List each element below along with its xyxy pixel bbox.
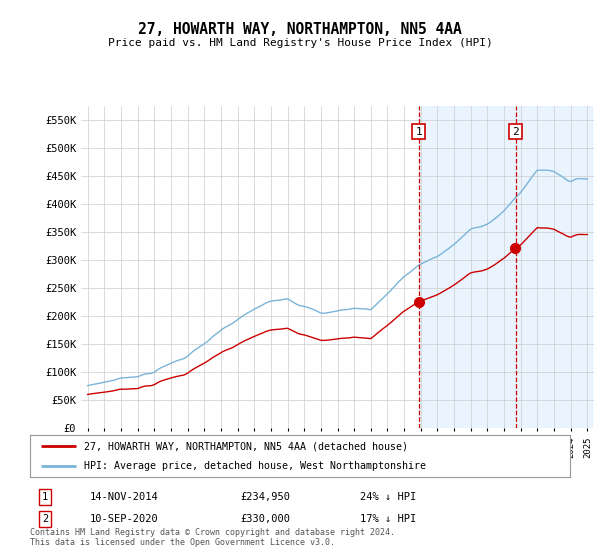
Text: 27, HOWARTH WAY, NORTHAMPTON, NN5 4AA: 27, HOWARTH WAY, NORTHAMPTON, NN5 4AA	[138, 22, 462, 38]
Text: 1: 1	[42, 492, 48, 502]
Text: 24% ↓ HPI: 24% ↓ HPI	[360, 492, 416, 502]
Text: £330,000: £330,000	[240, 514, 290, 524]
Text: £234,950: £234,950	[240, 492, 290, 502]
Text: Price paid vs. HM Land Registry's House Price Index (HPI): Price paid vs. HM Land Registry's House …	[107, 38, 493, 48]
Text: HPI: Average price, detached house, West Northamptonshire: HPI: Average price, detached house, West…	[84, 461, 426, 471]
Text: 27, HOWARTH WAY, NORTHAMPTON, NN5 4AA (detached house): 27, HOWARTH WAY, NORTHAMPTON, NN5 4AA (d…	[84, 441, 408, 451]
Text: 1: 1	[415, 127, 422, 137]
Text: 10-SEP-2020: 10-SEP-2020	[90, 514, 159, 524]
Text: 17% ↓ HPI: 17% ↓ HPI	[360, 514, 416, 524]
Text: 14-NOV-2014: 14-NOV-2014	[90, 492, 159, 502]
Text: 2: 2	[512, 127, 519, 137]
Text: 2: 2	[42, 514, 48, 524]
Bar	[419, 106, 592, 428]
Text: Contains HM Land Registry data © Crown copyright and database right 2024.
This d: Contains HM Land Registry data © Crown c…	[30, 528, 395, 547]
